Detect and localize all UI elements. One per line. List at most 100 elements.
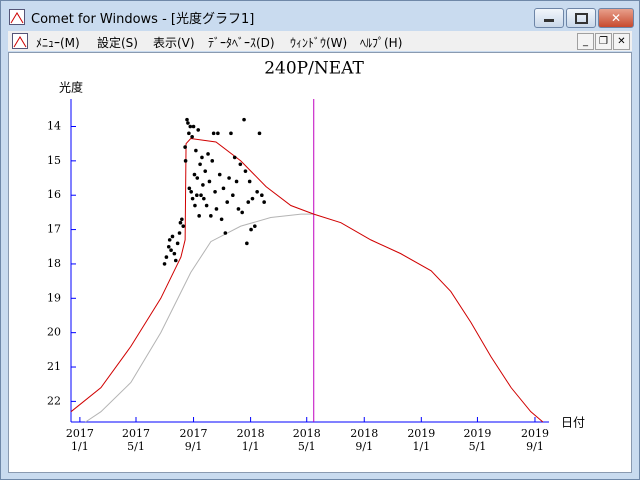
observation-point — [255, 189, 259, 194]
observation-point — [225, 200, 230, 204]
x-tick-label: 1/1 — [242, 440, 260, 453]
observation-point — [180, 217, 184, 222]
observation-point — [195, 193, 199, 198]
menu-item[interactable]: ﾒﾆｭｰ(M) — [36, 36, 80, 50]
observation-point — [247, 179, 252, 184]
menu-item[interactable]: 設定(S) — [97, 36, 138, 50]
observation-point — [204, 203, 209, 208]
y-tick-label: 14 — [47, 119, 61, 132]
y-tick-label: 20 — [47, 326, 61, 339]
mdi-close[interactable]: ✕ — [613, 33, 630, 50]
observation-point — [193, 203, 197, 208]
observation-point — [186, 121, 190, 125]
observation-point — [175, 241, 180, 246]
observation-point — [240, 210, 244, 215]
x-tick-label: 5/1 — [127, 440, 145, 453]
observation-point — [201, 183, 205, 187]
observation-point — [211, 131, 216, 136]
observation-point — [195, 176, 200, 180]
mdi-minimize[interactable]: _ — [577, 33, 594, 50]
observation-point — [243, 169, 248, 173]
title-bar: Comet for Windows - [光度グラフ1] ✕ — [1, 1, 639, 31]
observation-point — [170, 234, 175, 239]
observation-point — [169, 248, 173, 252]
observation-point — [260, 193, 264, 198]
observation-point — [189, 189, 194, 194]
observation-point — [229, 131, 233, 136]
x-tick-label: 2018 — [350, 427, 378, 440]
observation-point — [210, 159, 215, 163]
observation-point — [217, 172, 222, 177]
observation-point — [190, 134, 194, 139]
curve — [70, 137, 544, 423]
y-tick-label: 21 — [47, 360, 61, 373]
observation-point — [213, 189, 217, 194]
observation-point — [232, 155, 237, 160]
x-tick-label: 9/1 — [185, 440, 203, 453]
observation-point — [192, 172, 197, 177]
observation-point — [253, 224, 257, 228]
doc-icon[interactable] — [12, 33, 28, 49]
chart-title: 240P/NEAT — [264, 59, 364, 79]
x-axis-label: 日付 — [561, 416, 585, 430]
observation-point — [203, 169, 208, 173]
observation-point — [187, 186, 192, 191]
x-tick-label: 1/1 — [71, 440, 89, 453]
observation-point — [199, 193, 203, 198]
x-tick-label: 5/1 — [298, 440, 316, 453]
menu-bar: ﾒﾆｭｰ(M) 設定(S) 表示(V) ﾃﾞｰﾀﾍﾞｰｽ(D) ｳｨﾝﾄﾞｳ(W… — [8, 31, 632, 51]
observation-point — [207, 179, 212, 184]
observation-point — [172, 251, 177, 256]
observation-point — [198, 162, 202, 167]
observation-point — [183, 145, 187, 149]
curve — [85, 213, 314, 423]
y-tick-label: 16 — [47, 188, 61, 201]
observation-point — [166, 244, 171, 249]
window-title: Comet for Windows - [光度グラフ1] — [31, 12, 255, 27]
y-tick-label: 22 — [47, 394, 61, 407]
y-axis-label: 光度 — [59, 80, 83, 95]
observation-point — [190, 196, 195, 201]
observation-point — [188, 124, 193, 129]
x-tick-label: 9/1 — [355, 440, 373, 453]
y-tick-label: 17 — [47, 223, 61, 236]
maximize-button[interactable] — [566, 8, 596, 28]
menu-item[interactable]: ﾃﾞｰﾀﾍﾞｰｽ(D) — [208, 36, 275, 50]
observation-point — [219, 217, 224, 222]
observation-point — [216, 131, 220, 136]
menu-item[interactable]: ｳｨﾝﾄﾞｳ(W) — [290, 36, 348, 50]
close-button[interactable]: ✕ — [598, 8, 634, 28]
observation-point — [196, 128, 201, 132]
x-tick-label: 1/1 — [412, 440, 430, 453]
x-tick-label: 2017 — [122, 427, 150, 440]
observation-point — [223, 231, 228, 235]
observation-point — [167, 238, 172, 242]
chart: 240P/NEAT 光度 日付 14151617181920212220171/… — [47, 59, 585, 454]
observation-point — [262, 200, 266, 204]
observation-point — [206, 152, 210, 156]
mdi-restore[interactable]: ❐ — [595, 33, 612, 50]
observation-point — [200, 155, 204, 160]
observation-point — [246, 200, 251, 204]
x-tick-label: 2017 — [66, 427, 94, 440]
observation-point — [214, 207, 219, 211]
minimize-button[interactable] — [534, 8, 564, 28]
x-tick-label: 2018 — [237, 427, 265, 440]
observation-point — [245, 241, 249, 246]
observation-point — [236, 207, 241, 211]
y-tick-label: 15 — [47, 154, 61, 167]
observation-point — [181, 224, 186, 228]
observation-point — [202, 196, 206, 201]
x-tick-label: 2019 — [407, 427, 435, 440]
observation-point — [227, 176, 231, 180]
menu-item[interactable]: 表示(V) — [153, 36, 195, 50]
observation-point — [209, 214, 213, 218]
observation-point — [242, 117, 246, 122]
observation-point — [194, 148, 198, 153]
graph-window: 240P/NEAT 光度 日付 14 15 16 17 18 19 20 21 22 2017 1/… — [8, 52, 632, 473]
x-tick-label: 9/1 — [526, 440, 544, 453]
menu-item[interactable]: ﾍﾙﾌﾟ(H) — [360, 36, 403, 50]
y-tick-label: 18 — [47, 257, 61, 270]
observation-point — [183, 159, 188, 163]
